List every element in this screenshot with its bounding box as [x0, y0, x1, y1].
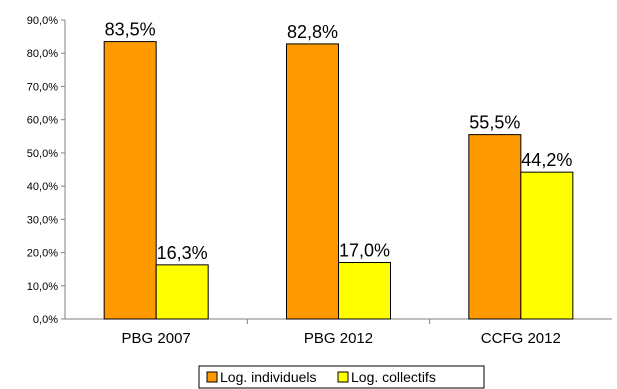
data-label: 44,2% [521, 150, 572, 170]
x-tick-label: PBG 2007 [122, 330, 191, 347]
bar [338, 262, 391, 320]
data-label: 83,5% [105, 20, 156, 40]
bar [103, 41, 157, 320]
y-tick-label: 80,0% [27, 48, 58, 60]
legend-label: Log. individuels [220, 369, 317, 385]
data-labels: 83,5% 16,3% 82,8% 17,0% 55,5%44,2% [105, 20, 573, 263]
data-label: 17,0% [339, 241, 390, 261]
y-tick-label: 0,0% [33, 314, 58, 326]
y-tick-label: 90,0% [27, 15, 58, 27]
data-label: 16,3% [157, 243, 208, 263]
bars [103, 41, 574, 320]
legend-swatch [206, 371, 218, 383]
bar [520, 171, 574, 320]
y-tick-label: 20,0% [27, 248, 58, 260]
bar [468, 134, 522, 320]
y-tick-label: 50,0% [27, 148, 58, 160]
y-tick-label: 60,0% [27, 115, 58, 127]
y-tick-label: 70,0% [27, 81, 58, 93]
data-label: 82,8% [287, 22, 338, 42]
bar [155, 264, 209, 320]
x-tick-label: CCFG 2012 [481, 330, 561, 347]
y-tick-label: 30,0% [27, 214, 58, 226]
legend-label: Log. collectifs [351, 369, 436, 385]
data-label: 55,5% [469, 113, 520, 133]
bar [286, 43, 339, 320]
legend: Log. individuels Log. collectifs [198, 365, 485, 389]
axes: 0,0% 10,0% 20,0% 30,0% 40,0% 50,0% 60,0% 70,0% 8… [27, 15, 612, 347]
legend-swatch [337, 371, 349, 383]
y-tick-label: 10,0% [27, 281, 58, 293]
y-tick-label: 40,0% [27, 181, 58, 193]
x-tick-label: PBG 2012 [304, 330, 373, 347]
